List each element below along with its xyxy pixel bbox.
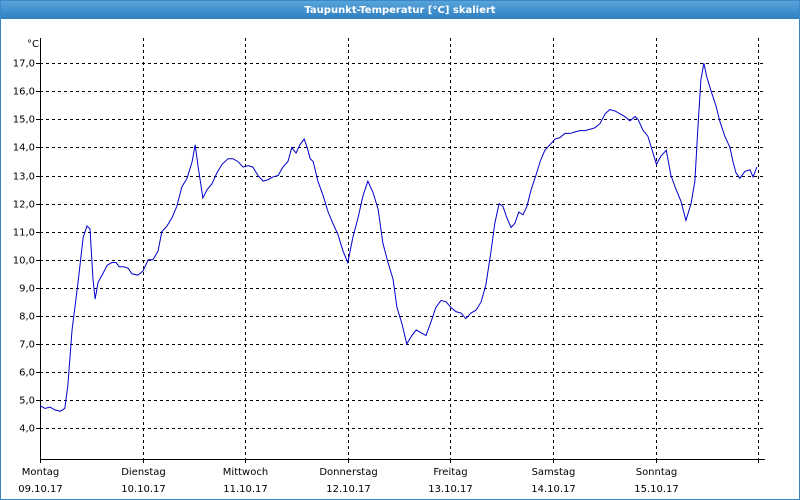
y-tick-label: 10,0 xyxy=(13,256,35,267)
x-tick-label: Freitag xyxy=(433,467,467,478)
x-tick-date: 14.10.17 xyxy=(531,484,576,495)
x-tick-date: 15.10.17 xyxy=(634,484,679,495)
y-tick-label: 14,0 xyxy=(13,143,35,154)
x-tick-label: Mittwoch xyxy=(223,467,268,478)
y-tick-label: 12,0 xyxy=(13,200,35,211)
x-tick-label: Montag xyxy=(22,467,59,478)
x-tick-date: 12.10.17 xyxy=(326,484,371,495)
y-tick-label: 16,0 xyxy=(13,87,35,98)
x-tick-date: 09.10.17 xyxy=(18,484,63,495)
x-tick-label: Dienstag xyxy=(121,467,166,478)
x-tick-label: Sonntag xyxy=(636,467,678,478)
y-unit: °C xyxy=(27,39,39,50)
chart-title: Taupunkt-Temperatur [°C] skaliert xyxy=(304,5,495,16)
x-tick-label: Donnerstag xyxy=(319,467,377,478)
title-bar xyxy=(0,0,800,19)
y-tick-label: 17,0 xyxy=(13,59,35,70)
x-tick-date: 10.10.17 xyxy=(121,484,166,495)
x-tick-label: Samstag xyxy=(532,467,576,478)
y-tick-label: 4,0 xyxy=(19,424,35,435)
y-tick-label: 6,0 xyxy=(19,368,35,379)
y-tick-label: 7,0 xyxy=(19,340,35,351)
data-line xyxy=(39,63,758,412)
y-tick-label: 5,0 xyxy=(19,396,35,407)
x-tick-date: 11.10.17 xyxy=(223,484,268,495)
x-tick-date: 13.10.17 xyxy=(428,484,473,495)
y-tick-label: 13,0 xyxy=(13,172,35,183)
y-tick-label: 11,0 xyxy=(13,228,35,239)
y-tick-label: 9,0 xyxy=(19,284,35,295)
y-tick-label: 15,0 xyxy=(13,115,35,126)
y-tick-label: 8,0 xyxy=(19,312,35,323)
